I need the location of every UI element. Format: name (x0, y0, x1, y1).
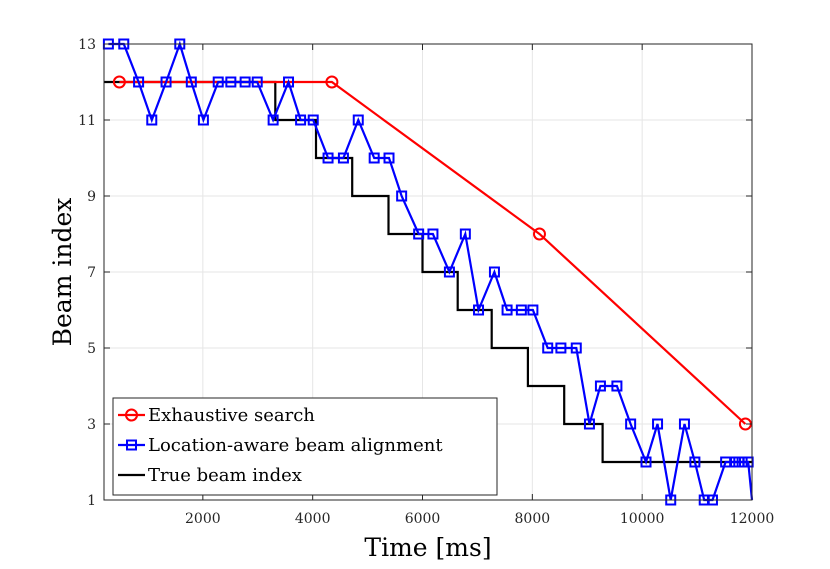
data-point (443, 266, 455, 278)
legend-label: True beam index (148, 465, 302, 486)
data-point (532, 227, 546, 241)
data-point (527, 304, 539, 316)
x-tick-label: 4000 (295, 511, 331, 527)
data-point (640, 456, 652, 468)
data-point (337, 152, 349, 164)
series-2 (104, 80, 752, 464)
data-point (501, 304, 513, 316)
data-point (570, 342, 582, 354)
series-layer (102, 38, 754, 506)
data-point (652, 418, 664, 430)
data-point (322, 152, 334, 164)
data-point (239, 76, 251, 88)
data-point (146, 114, 158, 126)
data-point (742, 456, 754, 468)
legend-item: Location-aware beam alignment (118, 435, 443, 456)
x-tick-label: 6000 (405, 511, 441, 527)
data-point (515, 304, 527, 316)
data-point (283, 76, 295, 88)
data-point (594, 380, 606, 392)
y-tick-label: 11 (78, 113, 96, 129)
data-point (555, 342, 567, 354)
data-point (583, 418, 595, 430)
data-point (352, 114, 364, 126)
data-point (413, 228, 425, 240)
data-point (307, 114, 319, 126)
legend-marker (125, 408, 138, 422)
y-axis-label: Beam index (48, 198, 77, 347)
data-point (542, 342, 554, 354)
x-tick-label: 12000 (730, 511, 775, 527)
y-tick-label: 3 (87, 417, 96, 433)
data-point (396, 190, 408, 202)
data-point (295, 114, 307, 126)
data-point (625, 418, 637, 430)
data-point (459, 228, 471, 240)
data-point (197, 114, 209, 126)
data-point (112, 75, 126, 89)
data-point (212, 76, 224, 88)
y-tick-label: 1 (87, 493, 96, 509)
y-tick-label: 13 (78, 37, 96, 53)
data-point (325, 75, 339, 89)
legend: Exhaustive search Location-aware beam ali… (112, 397, 498, 496)
data-point (473, 304, 485, 316)
series-1 (102, 38, 754, 506)
x-tick-label: 2000 (185, 511, 221, 527)
data-point (225, 76, 237, 88)
data-point (383, 152, 395, 164)
data-point (368, 152, 380, 164)
legend-label: Location-aware beam alignment (148, 435, 443, 456)
x-tick-label: 10000 (620, 511, 665, 527)
x-axis-label: Time [ms] (364, 533, 491, 562)
data-point (678, 418, 690, 430)
legend-item: Exhaustive search (118, 405, 315, 426)
data-point (251, 76, 263, 88)
y-tick-label: 7 (87, 265, 96, 281)
series-line (104, 80, 752, 464)
data-point (160, 76, 172, 88)
data-point (133, 76, 145, 88)
y-tick-label: 9 (87, 189, 96, 205)
data-point (611, 380, 623, 392)
y-tick-label: 5 (87, 341, 96, 357)
data-point (427, 228, 439, 240)
data-point (488, 266, 500, 278)
data-point (736, 456, 748, 468)
data-point (689, 456, 701, 468)
legend-marker (126, 439, 137, 451)
data-point (185, 76, 197, 88)
legend-label: Exhaustive search (148, 405, 315, 426)
x-tick-label: 8000 (515, 511, 551, 527)
data-point (267, 114, 279, 126)
legend-box (112, 397, 498, 496)
legend-item: True beam index (118, 465, 302, 486)
